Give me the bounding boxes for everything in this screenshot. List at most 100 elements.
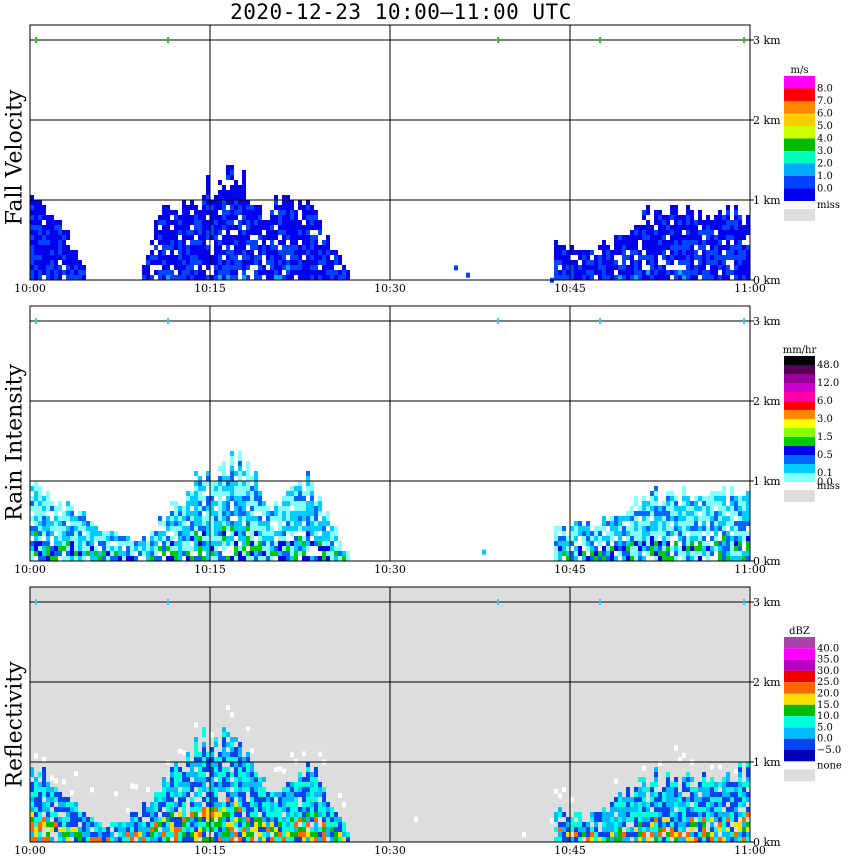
echo-cell — [730, 536, 734, 541]
echo-cell — [298, 536, 302, 541]
echo-cell — [690, 817, 694, 822]
echo-cell — [314, 506, 318, 511]
echo-cell — [734, 536, 738, 541]
echo-cell — [294, 797, 298, 802]
echo-cell — [274, 200, 278, 205]
echo-cell — [730, 516, 734, 521]
echo-cell — [302, 541, 306, 546]
echo-cell — [178, 230, 182, 235]
echo-cell — [654, 546, 658, 551]
echo-cell — [682, 752, 686, 758]
echo-cell — [670, 827, 674, 832]
echo-cell — [234, 762, 238, 767]
echo-cell — [686, 245, 690, 250]
echo-cell — [242, 782, 246, 787]
echo-cell — [210, 822, 214, 827]
echo-cell — [214, 526, 218, 531]
echo-cell — [242, 551, 246, 556]
echo-cell — [694, 240, 698, 245]
echo-cell — [742, 782, 746, 787]
echo-cell — [570, 526, 574, 531]
echo-cell — [178, 792, 182, 797]
echo-cell — [638, 536, 642, 541]
echo-cell — [626, 235, 630, 240]
echo-cell — [642, 521, 646, 526]
echo-cell — [234, 531, 238, 536]
echo-cell — [642, 270, 646, 275]
echo-cell — [630, 526, 634, 531]
echo-cell — [562, 526, 566, 531]
echo-cell — [250, 506, 254, 511]
echo-cell — [718, 260, 722, 265]
echo-cell — [306, 526, 310, 531]
echo-cell — [414, 817, 418, 823]
echo-cell — [642, 496, 646, 501]
echo-cell — [258, 546, 262, 551]
echo-cell — [738, 220, 742, 225]
echo-cell — [226, 521, 230, 526]
echo-cell — [234, 521, 238, 526]
echo-cell — [270, 827, 274, 832]
echo-cell — [322, 546, 326, 551]
echo-cell — [178, 551, 182, 556]
echo-cell — [570, 536, 574, 541]
echo-cell — [682, 516, 686, 521]
echo-cell — [150, 807, 154, 812]
echo-cell — [302, 225, 306, 230]
echo-cell — [38, 526, 42, 531]
echo-cell — [38, 521, 42, 526]
echo-cell — [154, 792, 158, 797]
echo-cell — [54, 817, 58, 822]
echo-cell — [590, 531, 594, 536]
echo-cell — [694, 265, 698, 270]
echo-cell — [46, 837, 50, 842]
echo-cell — [226, 491, 230, 496]
echo-cell — [670, 506, 674, 511]
echo-cell — [718, 210, 722, 215]
echo-cell — [306, 275, 310, 280]
echo-cell — [182, 832, 186, 837]
echo-cell — [670, 832, 674, 837]
echo-cell — [214, 782, 218, 787]
echo-cell — [642, 255, 646, 260]
echo-cell — [246, 466, 250, 471]
echo-cell — [66, 260, 70, 265]
echo-cell — [246, 822, 250, 827]
echo-cell — [638, 235, 642, 240]
echo-cell — [182, 511, 186, 516]
echo-cell — [310, 481, 314, 486]
echo-cell — [194, 772, 198, 777]
echo-cell — [210, 556, 214, 561]
echo-cell — [182, 250, 186, 255]
echo-cell — [290, 827, 294, 832]
echo-cell — [746, 812, 750, 817]
echo-cell — [578, 546, 582, 551]
echo-cell — [242, 215, 246, 220]
echo-cell — [314, 777, 318, 782]
echo-cell — [278, 526, 282, 531]
echo-cell — [206, 511, 210, 516]
echo-cell — [190, 817, 194, 822]
echo-cell — [246, 837, 250, 842]
echo-cell — [726, 546, 730, 551]
echo-cell — [578, 827, 582, 832]
echo-cell — [594, 531, 598, 536]
echo-cell — [306, 471, 310, 476]
echo-cell — [222, 225, 226, 230]
echo-cell — [254, 807, 258, 812]
echo-cell — [310, 270, 314, 275]
echo-cell — [590, 551, 594, 556]
echo-cell — [590, 556, 594, 561]
echo-cell — [194, 807, 198, 812]
echo-cell — [50, 802, 54, 807]
echo-cell — [182, 255, 186, 260]
echo-cell — [702, 230, 706, 235]
echo-cell — [186, 827, 190, 832]
echo-cell — [142, 822, 146, 827]
echo-cell — [306, 516, 310, 521]
echo-cell — [322, 240, 326, 245]
echo-cell — [270, 225, 274, 230]
echo-cell — [266, 822, 270, 827]
echo-cell — [658, 792, 662, 797]
echo-cell — [318, 787, 322, 792]
